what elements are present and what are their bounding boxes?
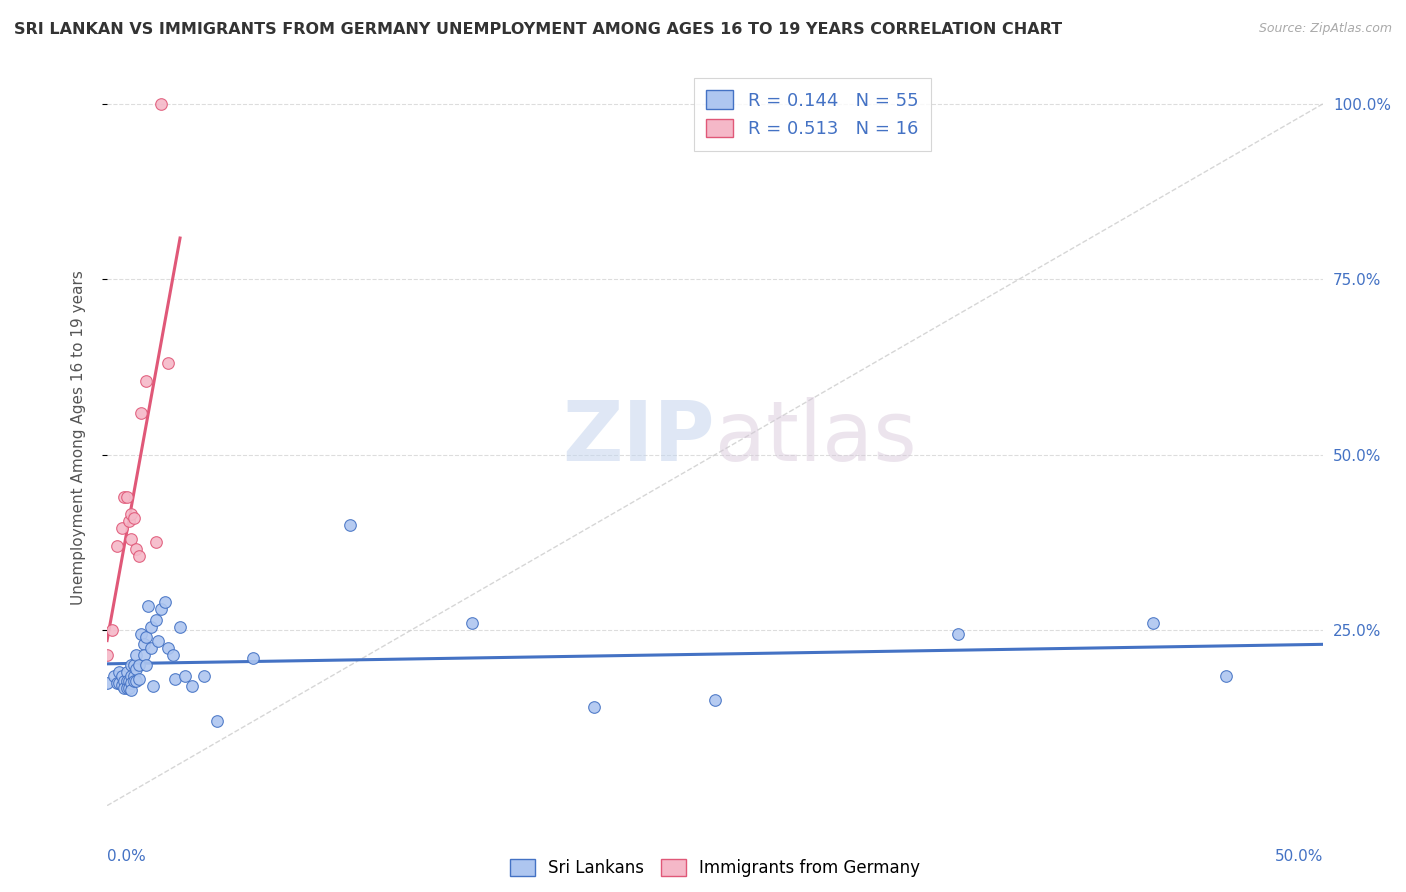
- Point: [111, 521, 134, 535]
- Point: [156, 356, 179, 370]
- Point: [118, 673, 141, 688]
- Point: [165, 673, 187, 687]
- Point: [101, 623, 124, 637]
- Point: [155, 595, 177, 609]
- Point: [96, 648, 118, 662]
- Point: [142, 679, 165, 693]
- Point: [174, 669, 197, 683]
- Point: [135, 658, 157, 673]
- Point: [149, 96, 172, 111]
- Point: [111, 678, 134, 692]
- Text: 0.0%: 0.0%: [107, 849, 146, 863]
- Point: [118, 514, 141, 528]
- Point: [120, 669, 142, 683]
- Point: [115, 681, 138, 695]
- Text: Source: ZipAtlas.com: Source: ZipAtlas.com: [1258, 22, 1392, 36]
- Point: [129, 405, 152, 419]
- Point: [205, 714, 228, 729]
- Point: [139, 619, 162, 633]
- Text: atlas: atlas: [716, 397, 917, 477]
- Point: [339, 517, 361, 532]
- Point: [461, 616, 484, 631]
- Point: [105, 675, 128, 690]
- Point: [125, 662, 148, 676]
- Point: [112, 490, 135, 504]
- Point: [582, 700, 605, 714]
- Point: [120, 532, 142, 546]
- Point: [108, 675, 131, 690]
- Point: [120, 675, 142, 690]
- Point: [112, 681, 135, 695]
- Point: [112, 673, 135, 688]
- Point: [115, 673, 138, 688]
- Point: [135, 374, 157, 388]
- Point: [125, 673, 148, 688]
- Point: [115, 665, 138, 680]
- Point: [193, 669, 215, 683]
- Point: [129, 626, 152, 640]
- Point: [128, 549, 150, 564]
- Point: [948, 626, 970, 640]
- Legend: R = 0.144   N = 55, R = 0.513   N = 16: R = 0.144 N = 55, R = 0.513 N = 16: [693, 78, 931, 151]
- Point: [103, 669, 125, 683]
- Point: [145, 613, 167, 627]
- Point: [181, 679, 204, 693]
- Point: [156, 640, 179, 655]
- Text: ZIP: ZIP: [562, 397, 716, 477]
- Point: [120, 658, 142, 673]
- Point: [132, 637, 155, 651]
- Point: [120, 682, 142, 697]
- Point: [135, 630, 157, 644]
- Point: [145, 535, 167, 549]
- Point: [125, 542, 148, 557]
- Point: [1215, 669, 1237, 683]
- Point: [108, 665, 131, 680]
- Point: [139, 640, 162, 655]
- Y-axis label: Unemployment Among Ages 16 to 19 years: Unemployment Among Ages 16 to 19 years: [72, 269, 86, 605]
- Point: [242, 651, 264, 665]
- Point: [704, 693, 727, 707]
- Point: [128, 658, 150, 673]
- Point: [125, 648, 148, 662]
- Point: [115, 490, 138, 504]
- Point: [169, 619, 191, 633]
- Text: SRI LANKAN VS IMMIGRANTS FROM GERMANY UNEMPLOYMENT AMONG AGES 16 TO 19 YEARS COR: SRI LANKAN VS IMMIGRANTS FROM GERMANY UN…: [14, 22, 1062, 37]
- Point: [111, 669, 134, 683]
- Point: [162, 648, 184, 662]
- Point: [122, 511, 145, 525]
- Point: [132, 648, 155, 662]
- Point: [122, 669, 145, 683]
- Point: [149, 602, 172, 616]
- Point: [105, 539, 128, 553]
- Point: [96, 675, 118, 690]
- Point: [118, 681, 141, 695]
- Point: [120, 508, 142, 522]
- Point: [146, 633, 169, 648]
- Point: [128, 673, 150, 687]
- Text: 50.0%: 50.0%: [1275, 849, 1323, 863]
- Point: [122, 658, 145, 673]
- Point: [138, 599, 160, 613]
- Point: [122, 673, 145, 688]
- Point: [1142, 616, 1164, 631]
